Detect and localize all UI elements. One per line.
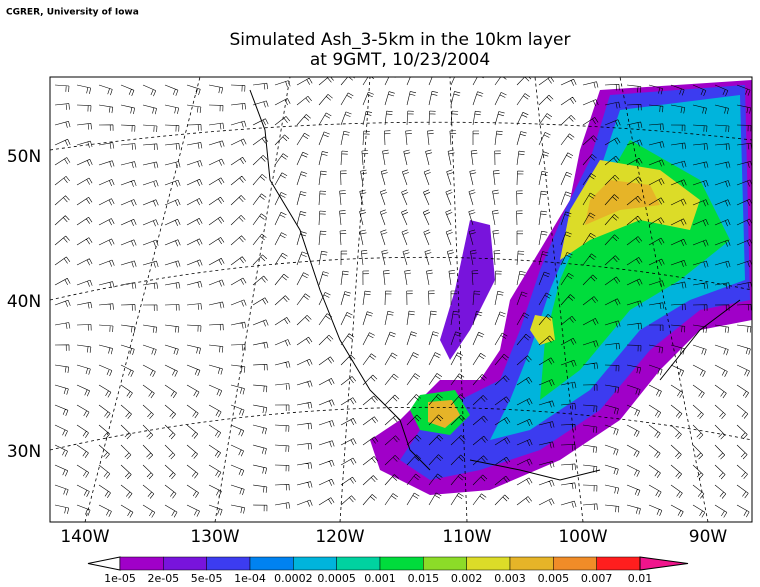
- colorbar-segment: [206, 556, 251, 571]
- longitude-label: 120W: [315, 527, 364, 547]
- colorbar-label: 0.005: [538, 572, 570, 585]
- ash-plume: [370, 80, 752, 495]
- colorbar-segment: [596, 556, 641, 571]
- longitude-label: 140W: [60, 527, 109, 547]
- colorbar: 1e-05 2e-05 5e-05 1e-04 0.0002 0.0005 0.001 0.0…: [87, 556, 689, 585]
- colorbar-segment: [379, 556, 424, 571]
- colorbar-label: 0.007: [581, 572, 613, 585]
- colorbar-segment: [509, 556, 554, 571]
- latitude-label: 50N: [7, 147, 41, 167]
- colorbar-segment: [553, 556, 597, 571]
- latitude-label: 40N: [7, 292, 41, 312]
- credit: CGRER, University of Iowa: [6, 8, 139, 18]
- colorbar-segment: [249, 556, 294, 571]
- colorbar-segment: [336, 556, 381, 571]
- wind-barbs: [54, 77, 752, 518]
- colorbar-label: 1e-05: [104, 572, 136, 585]
- colorbar-label: 5e-05: [191, 572, 223, 585]
- colorbar-label: 0.01: [628, 572, 653, 585]
- latitude-label: 30N: [7, 442, 41, 462]
- barb-set: [54, 77, 752, 518]
- colorbar-label: 0.015: [408, 572, 440, 585]
- colorbar-arrow: [87, 556, 121, 571]
- colorbar-arrow: [639, 556, 689, 571]
- colorbar-label: 0.0005: [317, 572, 356, 585]
- colorbar-label: 0.0002: [274, 572, 313, 585]
- title-line: Simulated Ash_3-5km in the 10km layer: [230, 30, 571, 50]
- longitude-label: 90W: [689, 527, 728, 547]
- longitude-label: 110W: [442, 527, 491, 547]
- map-area: [49, 76, 753, 523]
- longitude-label: 130W: [190, 527, 239, 547]
- colorbar-segment: [466, 556, 511, 571]
- colorbar-label: 0.003: [494, 572, 526, 585]
- colorbar-label: 1e-04: [234, 572, 266, 585]
- axis-labels: 140W 130W 120W 110W 100W 90W 50N 40N 30N: [7, 147, 728, 547]
- colorbar-segment: [423, 556, 467, 571]
- colorbar-segment: [163, 556, 207, 571]
- longitude-label: 100W: [558, 527, 607, 547]
- colorbar-label: 0.001: [364, 572, 396, 585]
- colorbar-segment: [293, 556, 337, 571]
- colorbar-label: 2e-05: [147, 572, 179, 585]
- colorbar-segment: [119, 556, 164, 571]
- colorbar-label: 0.002: [451, 572, 483, 585]
- title-line: at 9GMT, 10/23/2004: [310, 50, 490, 70]
